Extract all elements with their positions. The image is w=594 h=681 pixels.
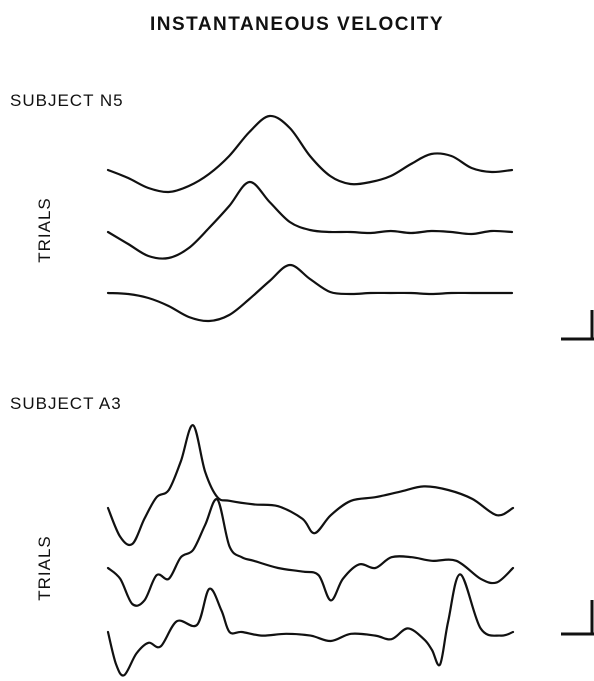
velocity-trace-panel-2-trial-2 [106, 498, 515, 607]
velocity-trace-panel-1-trial-2 [106, 180, 514, 260]
trace-group [106, 114, 515, 677]
velocity-trace-panel-1-trial-3 [106, 263, 514, 323]
panel-label-n5: SUBJECT N5 [10, 91, 124, 110]
velocity-trace-panel-2-trial-1 [106, 424, 515, 547]
scale-bar-n5 [561, 310, 594, 341]
velocity-trace-panel-2-trial-3 [106, 573, 515, 677]
panel-label-a3: SUBJECT A3 [10, 394, 122, 413]
velocity-trace-panel-1-trial-1 [106, 114, 514, 194]
scale-bar-a3 [561, 600, 594, 636]
chart-title: INSTANTANEOUS VELOCITY [149, 14, 445, 35]
